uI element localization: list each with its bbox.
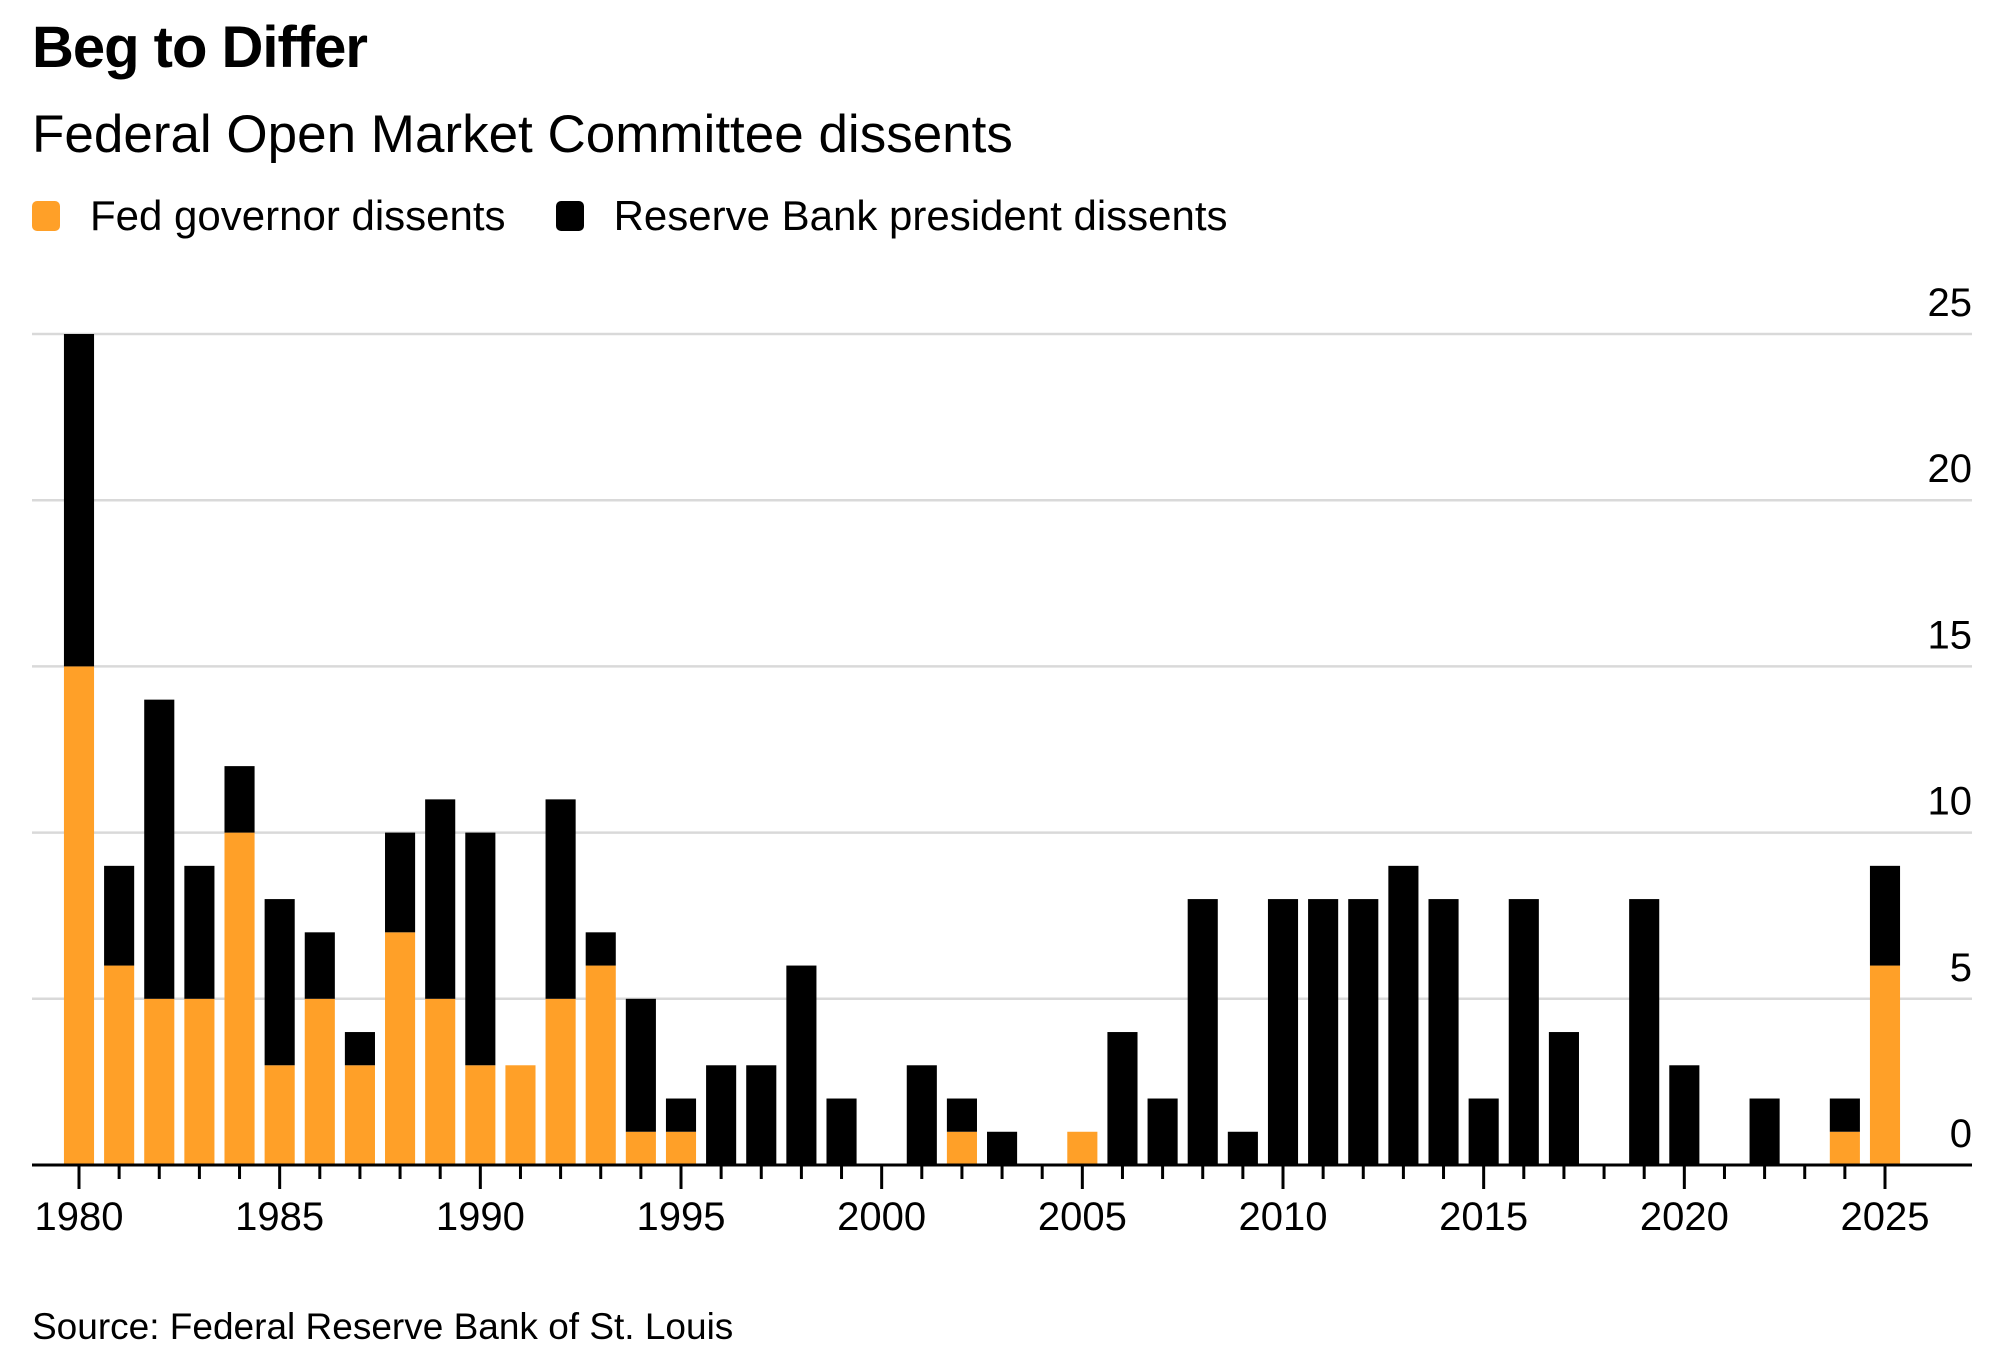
bar-president bbox=[1629, 899, 1660, 1165]
bar-president bbox=[906, 1065, 937, 1165]
bar-president bbox=[625, 998, 656, 1132]
bar-president bbox=[304, 932, 335, 999]
bar-president bbox=[1308, 899, 1339, 1165]
bar-governor bbox=[1869, 965, 1901, 1165]
bar-president bbox=[665, 1098, 697, 1132]
bar-president bbox=[1548, 1032, 1579, 1165]
x-tick-label: 1985 bbox=[235, 1195, 324, 1239]
bar-president bbox=[1388, 865, 1419, 1165]
x-tick-label: 1990 bbox=[436, 1195, 525, 1239]
bar-president bbox=[1227, 1131, 1258, 1165]
bar-governor bbox=[665, 1131, 697, 1165]
x-tick-label: 2010 bbox=[1239, 1195, 1328, 1239]
y-tick-label: 10 bbox=[1928, 780, 1973, 824]
bar-president bbox=[545, 799, 576, 999]
y-tick-label: 25 bbox=[1928, 281, 1973, 325]
bar-president bbox=[465, 832, 496, 1066]
bar-president bbox=[1749, 1098, 1780, 1165]
bar-governor bbox=[144, 998, 175, 1165]
bar-governor bbox=[304, 998, 335, 1165]
bar-president bbox=[746, 1065, 777, 1165]
bar-president bbox=[264, 899, 295, 1066]
bar-president bbox=[706, 1065, 737, 1165]
bar-president bbox=[585, 932, 616, 966]
bar-governor bbox=[946, 1131, 977, 1165]
bar-president bbox=[1468, 1098, 1499, 1165]
bar-president bbox=[1508, 899, 1539, 1165]
bar-president bbox=[144, 699, 175, 999]
chart-title: Beg to Differ bbox=[32, 15, 368, 80]
y-tick-label: 5 bbox=[1950, 946, 1972, 990]
bar-governor bbox=[585, 965, 616, 1165]
legend-item-governor: Fed governor dissents bbox=[32, 192, 506, 240]
bar-governor bbox=[625, 1131, 656, 1165]
x-tick-label: 1980 bbox=[35, 1195, 124, 1239]
legend: Fed governor dissents Reserve Bank presi… bbox=[32, 192, 1278, 240]
bar-governor bbox=[104, 965, 135, 1165]
bar-president bbox=[104, 865, 135, 966]
bar-governor bbox=[184, 998, 215, 1165]
bar-governor bbox=[63, 666, 95, 1165]
bar-governor bbox=[1067, 1131, 1098, 1165]
bar-governor bbox=[1829, 1131, 1860, 1165]
bar-president bbox=[987, 1131, 1018, 1165]
bar-governor bbox=[465, 1065, 496, 1165]
bar-president bbox=[63, 334, 95, 667]
bar-president bbox=[1187, 899, 1218, 1165]
bar-president bbox=[1348, 899, 1379, 1165]
y-tick-label: 0 bbox=[1950, 1112, 1972, 1156]
bar-president bbox=[344, 1032, 375, 1066]
x-tick-label: 1995 bbox=[637, 1195, 726, 1239]
bar-governor bbox=[505, 1065, 536, 1165]
bar-president bbox=[224, 766, 255, 833]
legend-item-president: Reserve Bank president dissents bbox=[555, 192, 1228, 240]
y-tick-label: 15 bbox=[1928, 613, 1973, 657]
bar-president bbox=[946, 1098, 977, 1132]
bar-president bbox=[1829, 1098, 1860, 1132]
bar-governor bbox=[344, 1065, 375, 1165]
bar-governor bbox=[224, 832, 255, 1165]
legend-label-governor: Fed governor dissents bbox=[90, 192, 506, 239]
bar-president bbox=[1669, 1065, 1700, 1165]
bar-governor bbox=[425, 998, 456, 1165]
bar-president bbox=[1147, 1098, 1178, 1165]
x-tick-label: 2005 bbox=[1038, 1195, 1127, 1239]
x-tick-label: 2000 bbox=[837, 1195, 926, 1239]
bar-president bbox=[385, 832, 416, 933]
bar-president bbox=[1267, 899, 1299, 1165]
legend-swatch-president bbox=[555, 201, 584, 231]
bar-president bbox=[184, 865, 215, 999]
x-tick-label: 2015 bbox=[1439, 1195, 1528, 1239]
bar-president bbox=[425, 799, 456, 999]
bar-governor bbox=[264, 1065, 295, 1165]
bar-governor bbox=[385, 932, 416, 1165]
bar-president bbox=[1107, 1032, 1138, 1165]
bar-president bbox=[1869, 865, 1901, 966]
bar-president bbox=[1428, 899, 1459, 1165]
x-tick-label: 2025 bbox=[1841, 1195, 1930, 1239]
legend-swatch-governor bbox=[32, 201, 60, 231]
bar-governor bbox=[545, 998, 576, 1165]
source-note: Source: Federal Reserve Bank of St. Loui… bbox=[32, 1306, 734, 1347]
y-tick-label: 20 bbox=[1928, 447, 1973, 491]
legend-label-president: Reserve Bank president dissents bbox=[613, 192, 1228, 239]
chart-subtitle: Federal Open Market Committee dissents bbox=[32, 105, 1013, 164]
x-tick-label: 2020 bbox=[1640, 1195, 1729, 1239]
bar-president bbox=[786, 965, 817, 1165]
bar-president bbox=[826, 1098, 857, 1165]
